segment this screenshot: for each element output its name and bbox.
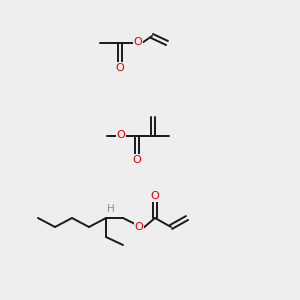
Text: O: O	[133, 155, 141, 165]
Text: O: O	[135, 222, 143, 232]
Text: O: O	[116, 63, 124, 73]
Text: O: O	[151, 191, 159, 201]
Text: O: O	[117, 130, 125, 140]
Text: H: H	[107, 204, 115, 214]
Text: O: O	[134, 37, 142, 47]
